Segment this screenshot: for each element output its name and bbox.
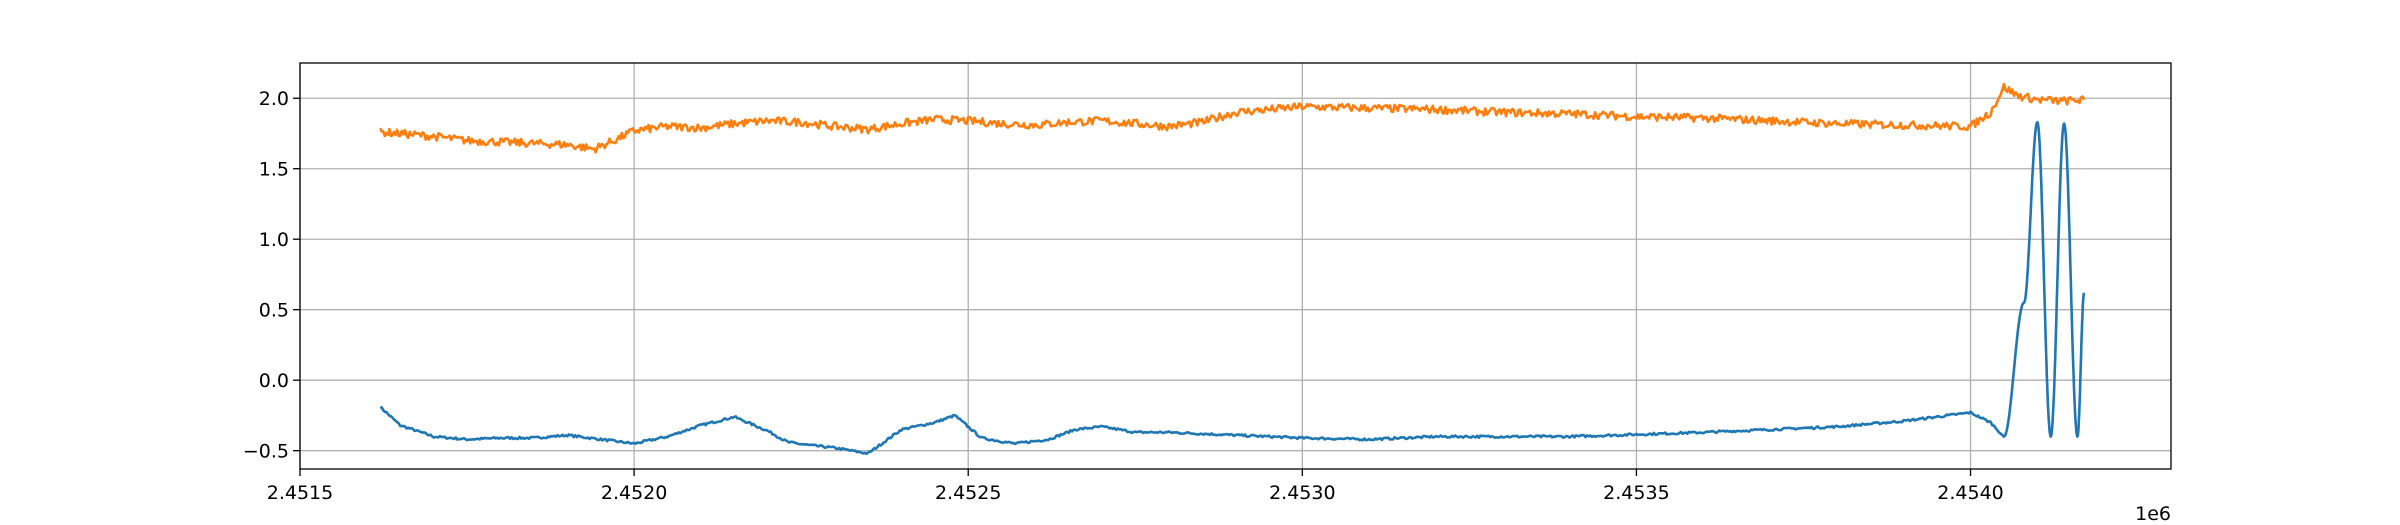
y-tick-label: 0.5 xyxy=(259,300,289,322)
series-line-2 xyxy=(379,82,2086,154)
grid xyxy=(299,63,2171,469)
x-tick-label: 2.4515 xyxy=(267,482,333,504)
x-tick-label: 2.4535 xyxy=(1603,482,1669,504)
y-tick-label: −0.5 xyxy=(243,441,289,463)
y-tick-label: 1.5 xyxy=(259,159,289,181)
x-tick-label: 2.4525 xyxy=(935,482,1001,504)
y-tick-label: 1.0 xyxy=(259,229,289,251)
series-line-1 xyxy=(379,120,2086,456)
series-layer xyxy=(379,82,2086,456)
x-offset-label: 1e6 xyxy=(2135,503,2171,525)
x-tick-label: 2.4540 xyxy=(1937,482,2003,504)
y-tick-label: 0.0 xyxy=(259,370,289,392)
axes-frame xyxy=(299,62,2172,470)
ticks: 2.4515 2.4520 2.4525 2.4530 2.4535 2.4540 −0.5… xyxy=(243,88,2004,504)
x-tick-label: 2.4520 xyxy=(601,482,667,504)
y-tick-label: 2.0 xyxy=(259,88,289,110)
x-tick-label: 2.4530 xyxy=(1269,482,1335,504)
